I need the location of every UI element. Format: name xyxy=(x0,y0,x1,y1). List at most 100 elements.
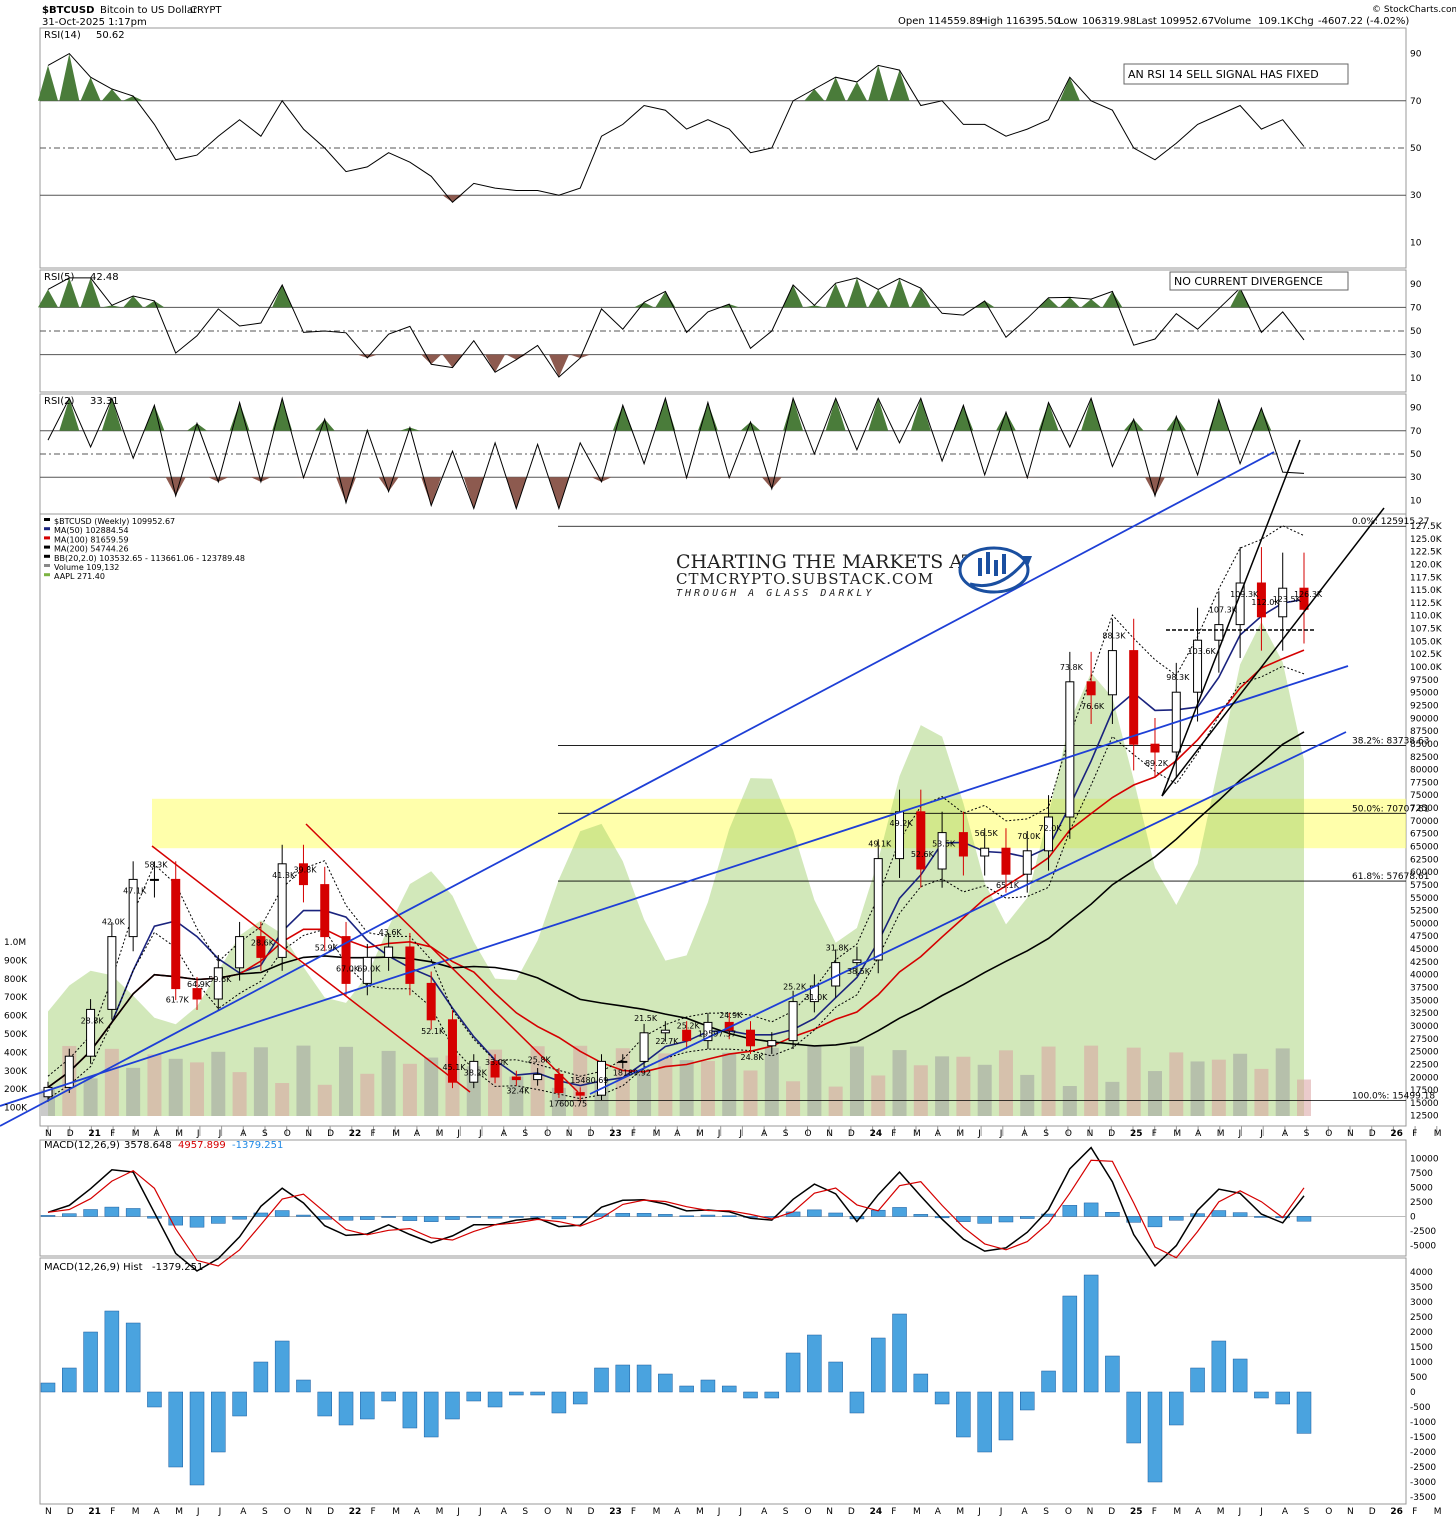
hist-bar-8 xyxy=(211,1391,226,1453)
rsi14-oversold-fill xyxy=(442,195,463,203)
rsi2-line xyxy=(47,396,1305,511)
month-label-bottom-63: F xyxy=(1412,1129,1417,1139)
candle-body xyxy=(937,832,947,870)
candle-body xyxy=(320,884,330,938)
rsi5-note: NO CURRENT DIVERGENCE xyxy=(1174,275,1323,288)
price-tick-0: 127.5K xyxy=(1410,522,1443,532)
volume-bar xyxy=(1190,1061,1205,1116)
month-label-bottom-36: N xyxy=(826,1129,833,1139)
price-annotation-41: 52.9K xyxy=(315,944,339,953)
month-label-hist-31: J xyxy=(717,1507,721,1517)
macd-hist-bar xyxy=(1126,1216,1141,1223)
rsi14-tick-70: 70 xyxy=(1410,97,1422,107)
price-annotation-2: 112.0K xyxy=(1251,598,1280,607)
hist-bar-6 xyxy=(168,1391,183,1468)
macd-hist-bar xyxy=(423,1216,439,1222)
hist-bar-21 xyxy=(487,1391,503,1408)
legend-item-0: $BTCUSD (Weekly) 109952.67 xyxy=(54,517,175,526)
month-label-hist-55: J xyxy=(1238,1507,1242,1517)
month-label-bottom-11: O xyxy=(284,1129,291,1139)
hist-bar-28 xyxy=(636,1364,652,1393)
month-label-hist-53: A xyxy=(1195,1507,1202,1517)
macd-hist-bar xyxy=(509,1216,524,1218)
candle-body xyxy=(788,1001,798,1042)
volume-tick-3: 700K xyxy=(4,993,28,1003)
price-tick-35: 40000 xyxy=(1410,971,1439,981)
month-label-hist-44: J xyxy=(999,1507,1003,1517)
price-tick-24: 67500 xyxy=(1410,830,1439,840)
macd-tick--2500: -2500 xyxy=(1410,1227,1436,1237)
volume-tick-7: 300K xyxy=(4,1067,28,1077)
rsi14-tick-10: 10 xyxy=(1410,238,1422,248)
candle-body xyxy=(490,1060,500,1078)
macd-value-2: 4957.899 xyxy=(178,1140,226,1151)
last-label: Last xyxy=(1136,16,1157,27)
price-annotation-48: 58.3K xyxy=(144,860,168,869)
macd-hist-bar xyxy=(189,1216,205,1228)
month-label-hist-54: M xyxy=(1217,1507,1225,1517)
price-annotation-10: 73.8K xyxy=(1060,663,1084,672)
price-tick-45: 15000 xyxy=(1410,1099,1439,1109)
macd-hist-bar xyxy=(807,1209,822,1217)
price-tick-2: 122.5K xyxy=(1410,548,1443,558)
hist-bar-46 xyxy=(1020,1391,1035,1411)
hist-bar-50 xyxy=(1105,1355,1120,1393)
month-label-hist-15: F xyxy=(371,1507,376,1517)
price-annotation-21: 31.0K xyxy=(804,993,828,1002)
hist-bar-13 xyxy=(317,1391,332,1417)
legend-swatch-4 xyxy=(44,554,50,558)
symbol-name: Bitcoin to US Dollar xyxy=(100,5,198,16)
hist-tick-4000: 4000 xyxy=(1410,1268,1433,1278)
price-annotation-46: 64.9K xyxy=(187,980,211,989)
price-tick-37: 35000 xyxy=(1410,996,1439,1006)
hist-bar-36 xyxy=(807,1334,822,1393)
rsi5-tick-10: 10 xyxy=(1410,374,1422,384)
hist-bar-29 xyxy=(658,1373,673,1393)
macd-hist-bar xyxy=(338,1216,354,1221)
price-annotation-9: 76.6K xyxy=(1081,702,1105,711)
month-label-hist-63: F xyxy=(1412,1507,1417,1517)
rsi14-value: 50.62 xyxy=(96,30,125,41)
hist-bar-41 xyxy=(913,1373,929,1393)
macd-hist-bar xyxy=(62,1213,77,1217)
rsi5-tick-90: 90 xyxy=(1410,280,1422,290)
open-value: 114559.89 xyxy=(928,16,982,27)
rsi2-tick-50: 50 xyxy=(1410,450,1422,460)
volume-value: 109.1K xyxy=(1258,16,1294,27)
macd-hist-bar xyxy=(40,1215,56,1217)
month-label-hist-58: S xyxy=(1304,1507,1310,1517)
month-label-bottom-51: F xyxy=(1152,1129,1157,1139)
month-label-hist-35: O xyxy=(805,1507,812,1517)
hist-bar-15 xyxy=(360,1391,375,1420)
month-label-bottom-49: D xyxy=(1108,1129,1115,1139)
macd-hist-bar xyxy=(253,1212,269,1217)
rsi14-overbought-fill xyxy=(38,53,1080,101)
month-label-bottom-29: A xyxy=(674,1129,681,1139)
macd-hist-bar xyxy=(445,1216,460,1220)
legend-swatch-1 xyxy=(44,527,50,531)
candle-body xyxy=(384,946,394,958)
macd-hist-bar xyxy=(168,1216,183,1226)
candle-body xyxy=(107,936,117,1010)
volume-bar xyxy=(1126,1047,1141,1116)
hist-bar-37 xyxy=(828,1361,843,1393)
hist-tick--1000: -1000 xyxy=(1410,1418,1436,1428)
macd-hist-bar xyxy=(1190,1213,1205,1217)
volume-bar xyxy=(402,1063,417,1116)
month-label-bottom-42: M xyxy=(956,1129,964,1139)
price-tick-13: 95000 xyxy=(1410,689,1439,699)
month-label-bottom-13: D xyxy=(327,1129,334,1139)
legend-swatch-5 xyxy=(44,564,50,567)
volume-bar xyxy=(743,1070,758,1116)
candle-body xyxy=(980,847,990,857)
month-label-bottom-4: M xyxy=(132,1129,140,1139)
hist-tick-2500: 2500 xyxy=(1410,1313,1433,1323)
candle-body xyxy=(639,1032,649,1062)
candle-body xyxy=(682,1029,692,1042)
hist-tick-1000: 1000 xyxy=(1410,1358,1433,1368)
trendline-red-2 xyxy=(305,823,579,1093)
candle-body xyxy=(596,1060,606,1096)
macd-tick--5000: -5000 xyxy=(1410,1241,1436,1251)
candle-body xyxy=(1299,587,1309,610)
macd-value-3: -1379.251 xyxy=(232,1140,283,1151)
